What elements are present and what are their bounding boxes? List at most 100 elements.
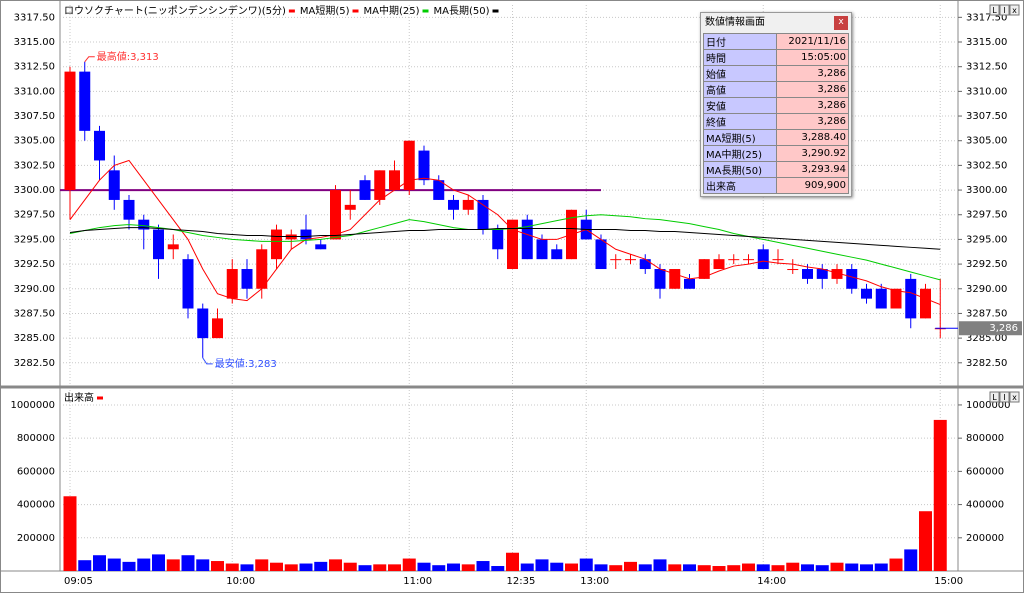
panel-header: 数値情報画面 x [701, 13, 851, 33]
volume-bar [152, 554, 165, 571]
volume-bar [476, 561, 490, 571]
close-button[interactable]: x [834, 16, 848, 30]
info-label: 高値 [703, 81, 777, 98]
candle-body [344, 204, 356, 210]
candle-body [315, 244, 327, 250]
panel-button-label: I [1003, 393, 1005, 402]
candle-body [433, 180, 445, 200]
candle-body [639, 259, 651, 270]
y-tick-label: 3285.00 [14, 333, 55, 344]
volume-bar [461, 564, 475, 571]
volume-bar [727, 565, 741, 571]
info-value: 15:05:00 [776, 49, 849, 66]
info-label: MA短期(5) [703, 129, 777, 146]
volume-bar [771, 565, 785, 571]
candle-body [212, 318, 223, 339]
volume-bar [535, 559, 549, 571]
volume-bar [609, 565, 623, 571]
candle-body [492, 229, 504, 250]
info-label: 日付 [703, 33, 777, 50]
candle-body [757, 249, 769, 270]
y-tick-label-right: 3300.00 [966, 185, 1007, 196]
info-value: 909,900 [776, 177, 849, 194]
candle-body [462, 199, 474, 210]
candle-body [698, 259, 710, 279]
y-tick-label-right: 3287.50 [966, 308, 1007, 319]
x-tick-label: 12:35 [507, 576, 536, 587]
info-value: 3,288.40 [776, 129, 849, 146]
panel-button-label: I [1003, 6, 1005, 15]
info-value: 3,293.94 [776, 161, 849, 178]
panel-title: 数値情報画面 [705, 17, 765, 28]
volume-bar [107, 558, 121, 571]
volume-bar [919, 511, 932, 571]
candle-body [669, 269, 681, 289]
candle-body [713, 259, 725, 270]
y-tick-label: 3302.50 [14, 160, 55, 171]
volume-bar [137, 558, 151, 571]
x-tick-label: 13:00 [580, 576, 609, 587]
candle-body [226, 269, 238, 299]
volume-bar [432, 565, 446, 571]
candle-body [374, 170, 386, 200]
candle-body [241, 269, 253, 289]
volume-bar [565, 563, 578, 571]
volume-bar [756, 564, 770, 571]
y-tick-label: 3292.50 [14, 259, 55, 270]
y-tick-label-right: 3285.00 [966, 333, 1007, 344]
y-tick-label: 400000 [17, 500, 55, 511]
y-tick-label-right: 3310.00 [966, 86, 1007, 97]
candle-body [787, 269, 799, 271]
y-tick-label: 1000000 [10, 400, 55, 411]
volume-bar [638, 564, 652, 571]
y-tick-label-right: 3317.50 [966, 12, 1007, 23]
candle-body [743, 259, 754, 261]
y-tick-label-right: 3302.50 [966, 160, 1007, 171]
panel-button [999, 4, 1010, 16]
info-label: MA中期(25) [703, 145, 777, 162]
volume-bar [742, 563, 755, 571]
info-row: 安値 3,286 [703, 97, 849, 114]
y-tick-label-right: 3307.50 [966, 111, 1007, 122]
info-row: 出来高 909,900 [703, 177, 849, 194]
y-tick-label: 3315.00 [14, 37, 55, 48]
candle-body [79, 71, 91, 131]
candle-body [418, 150, 430, 181]
volume-bar [270, 562, 283, 571]
volume-bar [255, 559, 269, 571]
y-tick-label-right: 3282.50 [966, 358, 1007, 369]
volume-bar [63, 496, 77, 571]
candle-body [138, 219, 150, 230]
candle-body [684, 278, 695, 289]
panel-button-label: x [1012, 393, 1017, 402]
candle-body [802, 269, 813, 279]
y-tick-label: 3282.50 [14, 358, 55, 369]
y-tick-label-right: 3295.00 [966, 234, 1007, 245]
candle-body [167, 244, 179, 250]
info-row: 始値 3,286 [703, 65, 849, 82]
y-tick-label: 3297.50 [14, 210, 55, 221]
volume-bar [93, 555, 106, 571]
y-tick-label: 800000 [17, 433, 55, 444]
candle-body [846, 269, 858, 289]
legend-label: MA長期(50) [434, 5, 490, 17]
candle-body [654, 269, 666, 289]
y-tick-label-right: 3297.50 [966, 210, 1007, 221]
volume-bar [933, 419, 947, 571]
info-table: 日付 2021/11/16 時間 15:05:00 始値 3,286 高値 3,286 安値 3,… [703, 33, 849, 194]
info-row: MA短期(5) 3,288.40 [703, 129, 849, 146]
panel-button-label: L [992, 6, 997, 15]
y-tick-label: 3305.00 [14, 136, 55, 147]
candle-body [625, 259, 636, 261]
volume-bar [373, 564, 387, 571]
volume-bar [579, 558, 593, 571]
candle-body [330, 190, 341, 240]
candle-body [861, 288, 872, 299]
info-label: 時間 [703, 49, 777, 66]
y-tick-label-right: 400000 [966, 500, 1004, 511]
y-tick-label: 3317.50 [14, 12, 55, 23]
info-label: 出来高 [703, 177, 777, 194]
y-tick-label-right: 200000 [966, 533, 1004, 544]
volume-bar [801, 564, 814, 571]
info-label: 安値 [703, 97, 777, 114]
